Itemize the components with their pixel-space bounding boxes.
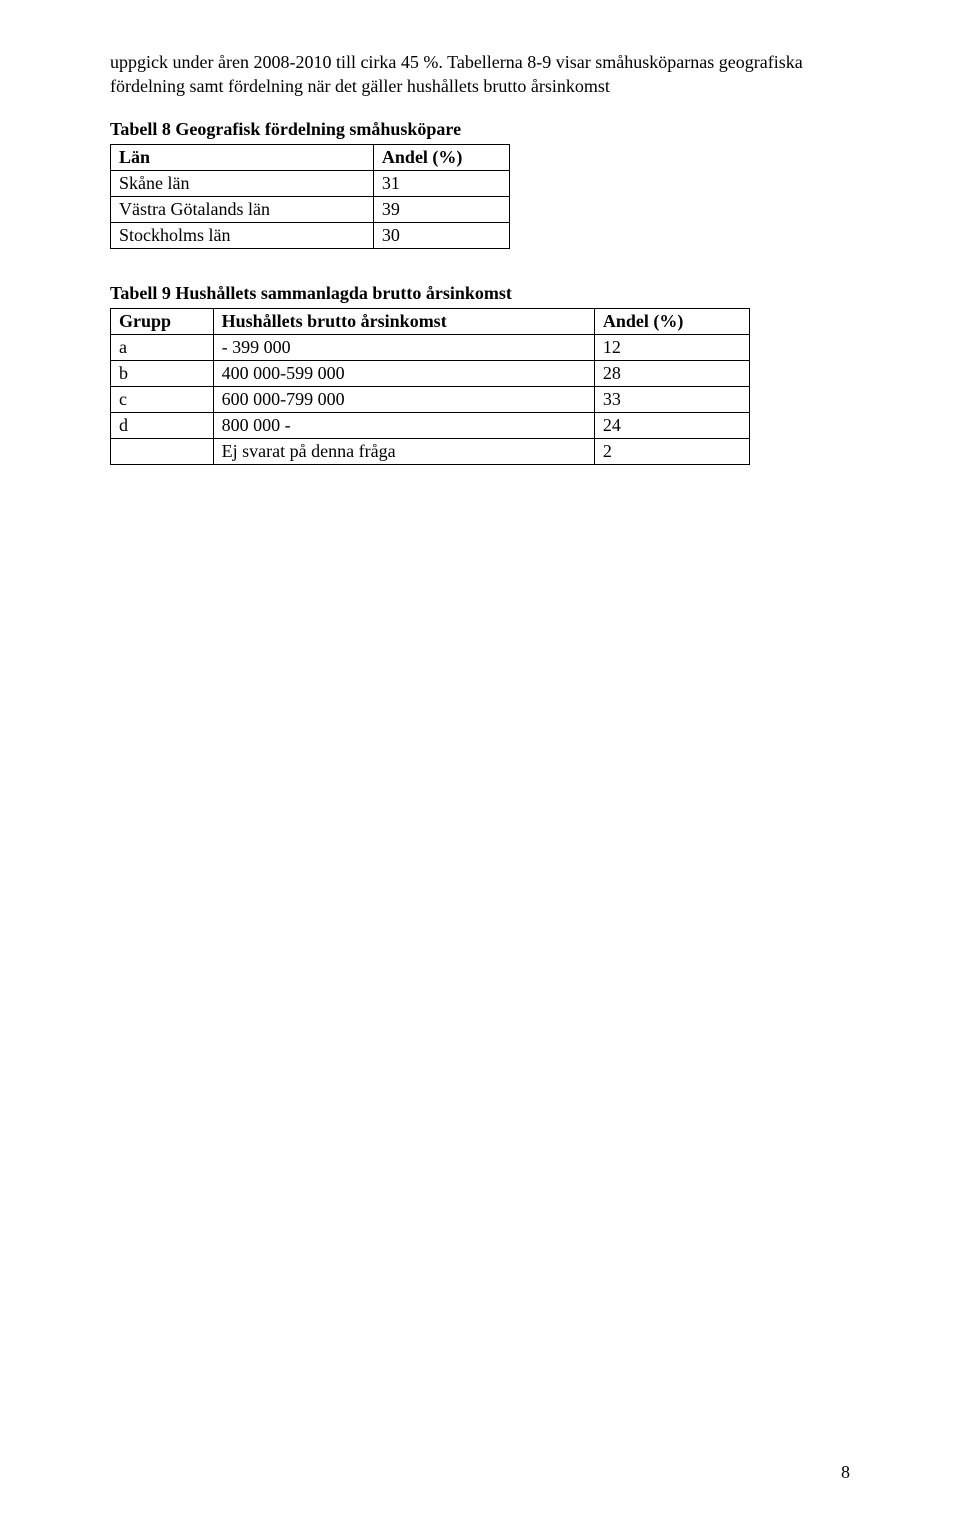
table-cell: Stockholms län xyxy=(111,222,374,248)
table1-header-cell: Län xyxy=(111,144,374,170)
table1-caption: Tabell 8 Geografisk fördelning småhusköp… xyxy=(110,119,850,140)
page-number: 8 xyxy=(841,1462,850,1483)
table-cell: c xyxy=(111,386,214,412)
table-cell: 33 xyxy=(594,386,749,412)
table-row: Stockholms län 30 xyxy=(111,222,510,248)
table-cell: 24 xyxy=(594,412,749,438)
table2-caption: Tabell 9 Hushållets sammanlagda brutto å… xyxy=(110,283,850,304)
table-cell: 39 xyxy=(373,196,509,222)
table-cell: 30 xyxy=(373,222,509,248)
table-row: Västra Götalands län 39 xyxy=(111,196,510,222)
table-cell: 28 xyxy=(594,360,749,386)
table-cell: 2 xyxy=(594,438,749,464)
table-cell: Skåne län xyxy=(111,170,374,196)
table2-header-row: Grupp Hushållets brutto årsinkomst Andel… xyxy=(111,308,750,334)
table-cell: - 399 000 xyxy=(213,334,594,360)
intro-paragraph: uppgick under åren 2008-2010 till cirka … xyxy=(110,50,850,99)
table-row: Ej svarat på denna fråga 2 xyxy=(111,438,750,464)
table-cell: 400 000-599 000 xyxy=(213,360,594,386)
table-row: a - 399 000 12 xyxy=(111,334,750,360)
table-cell: Västra Götalands län xyxy=(111,196,374,222)
table1-header-cell: Andel (%) xyxy=(373,144,509,170)
table1-header-row: Län Andel (%) xyxy=(111,144,510,170)
table-cell: 31 xyxy=(373,170,509,196)
table-cell xyxy=(111,438,214,464)
table-row: b 400 000-599 000 28 xyxy=(111,360,750,386)
table-cell: d xyxy=(111,412,214,438)
table2-header-cell: Hushållets brutto årsinkomst xyxy=(213,308,594,334)
table2-header-cell: Andel (%) xyxy=(594,308,749,334)
table-cell: b xyxy=(111,360,214,386)
table-row: Skåne län 31 xyxy=(111,170,510,196)
table-cell: 12 xyxy=(594,334,749,360)
table-cell: a xyxy=(111,334,214,360)
table1: Län Andel (%) Skåne län 31 Västra Götala… xyxy=(110,144,510,249)
table2: Grupp Hushållets brutto årsinkomst Andel… xyxy=(110,308,750,465)
table-cell: 600 000-799 000 xyxy=(213,386,594,412)
table-cell: 800 000 - xyxy=(213,412,594,438)
table-row: c 600 000-799 000 33 xyxy=(111,386,750,412)
table-cell: Ej svarat på denna fråga xyxy=(213,438,594,464)
table2-header-cell: Grupp xyxy=(111,308,214,334)
table-row: d 800 000 - 24 xyxy=(111,412,750,438)
page: uppgick under åren 2008-2010 till cirka … xyxy=(0,0,960,1523)
